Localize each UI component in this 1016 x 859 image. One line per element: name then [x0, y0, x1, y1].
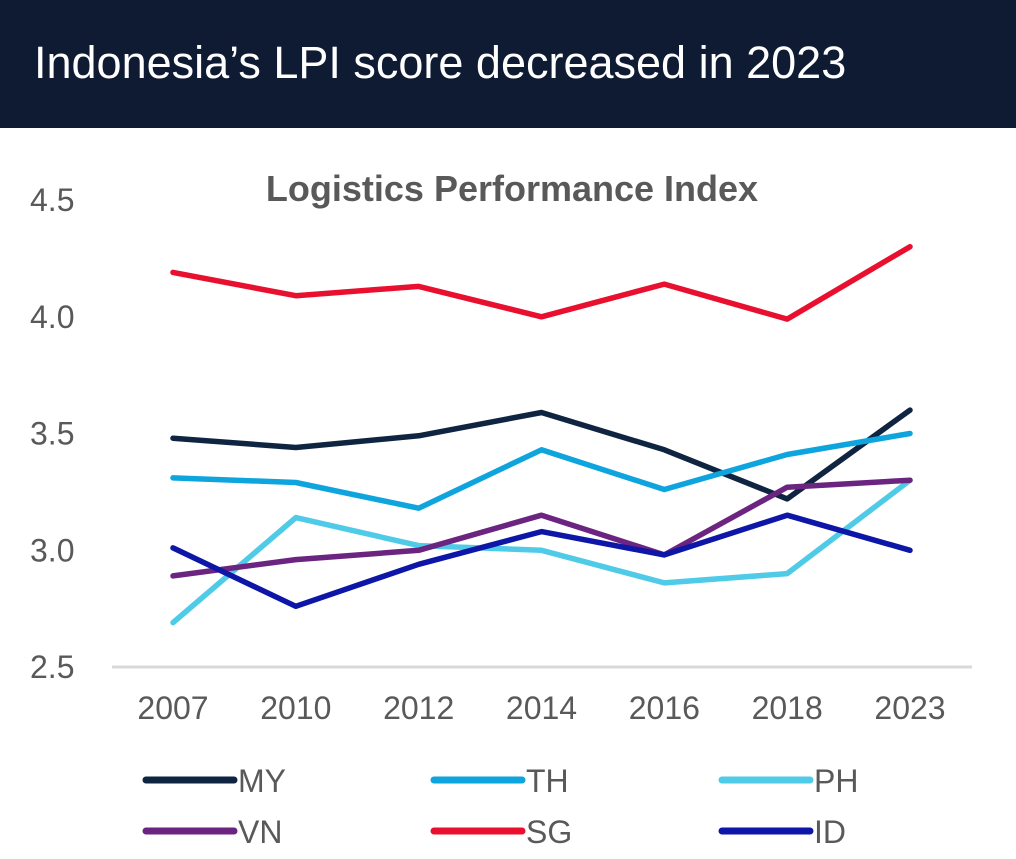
- legend-label: VN: [238, 814, 282, 850]
- legend-item-vn: VN: [142, 814, 282, 850]
- legend-item-th: TH: [430, 763, 569, 799]
- x-axis: 2007 2010 2012 2014 2016 2018 2023: [137, 690, 945, 726]
- legend-item-sg: SG: [430, 814, 572, 850]
- legend-label: PH: [814, 763, 858, 799]
- y-tick-label: 4.0: [30, 299, 74, 335]
- series-line-sg: [170, 243, 913, 322]
- header-banner: Indonesia’s LPI score decreased in 2023: [0, 0, 1016, 128]
- legend-item-ph: PH: [718, 763, 858, 799]
- x-tick-label: 2010: [260, 690, 331, 726]
- y-axis: 2.5 3.0 3.5 4.0 4.5: [30, 182, 74, 685]
- legend: MY TH PH VN SG ID: [142, 763, 858, 850]
- x-tick-label: 2007: [137, 690, 208, 726]
- series-line-ph: [170, 477, 913, 626]
- chart-area: Logistics Performance Index 2.5 3.0 3.5 4.0…: [0, 128, 1016, 859]
- series-line-th: [170, 430, 913, 511]
- page-title: Indonesia’s LPI score decreased in 2023: [34, 37, 847, 88]
- legend-label: MY: [238, 763, 286, 799]
- series-lines: [170, 243, 913, 626]
- legend-label: TH: [526, 763, 569, 799]
- x-tick-label: 2014: [506, 690, 577, 726]
- series-line-id: [170, 512, 913, 610]
- legend-label: SG: [526, 814, 572, 850]
- x-tick-label: 2016: [629, 690, 700, 726]
- x-tick-label: 2012: [383, 690, 454, 726]
- y-tick-label: 3.5: [30, 416, 74, 452]
- legend-item-id: ID: [718, 814, 846, 850]
- x-tick-label: 2023: [874, 690, 945, 726]
- y-tick-label: 4.5: [30, 182, 74, 218]
- line-chart: Logistics Performance Index 2.5 3.0 3.5 4.0…: [30, 168, 972, 850]
- series-line-vn: [170, 477, 913, 579]
- x-tick-label: 2018: [752, 690, 823, 726]
- y-tick-label: 2.5: [30, 649, 74, 685]
- y-tick-label: 3.0: [30, 532, 74, 568]
- chart-title: Logistics Performance Index: [266, 168, 758, 209]
- legend-item-my: MY: [142, 763, 286, 799]
- legend-label: ID: [814, 814, 846, 850]
- series-line-my: [170, 407, 913, 502]
